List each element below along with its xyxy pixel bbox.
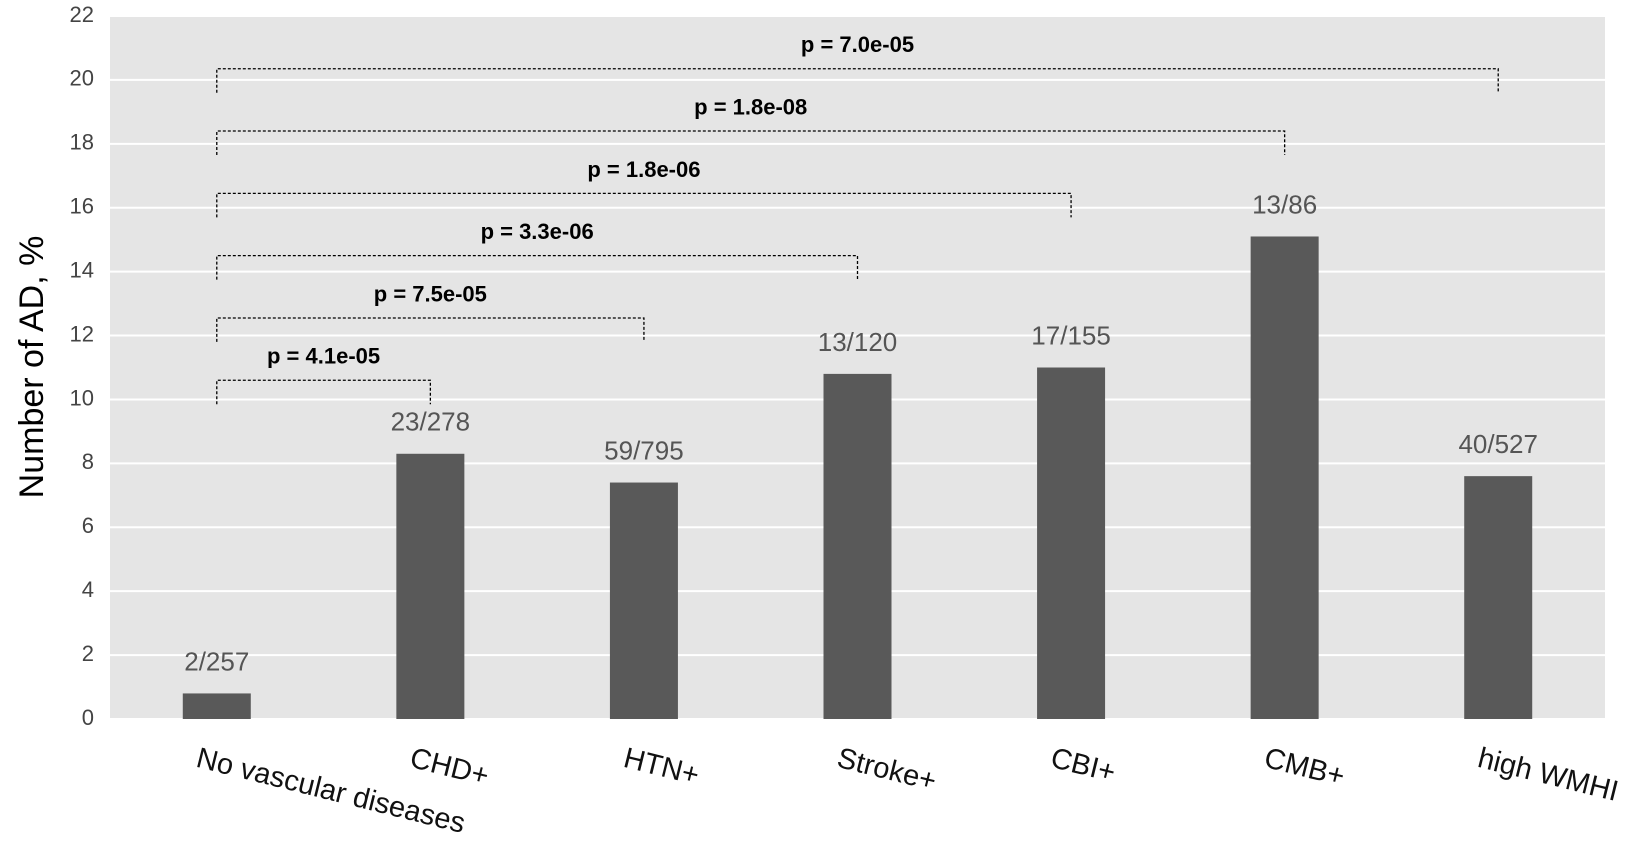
significance-bracket: [216, 317, 645, 342]
bar: [182, 693, 251, 719]
significance-label: p = 1.8e-06: [587, 157, 700, 182]
y-tick-label: 18: [70, 130, 94, 155]
x-tick-label: CMB+: [1261, 742, 1348, 793]
y-tick-label: 8: [82, 449, 94, 474]
x-tick-label: high WMHI: [1475, 742, 1622, 808]
y-axis-label: Number of AD, %: [13, 236, 51, 499]
bar-label: 13/120: [818, 327, 898, 357]
y-tick-label: 10: [70, 385, 94, 410]
bar-label: 13/86: [1252, 189, 1317, 219]
significance-bracket: [216, 192, 1072, 218]
x-tick-label: Stroke+: [834, 742, 939, 797]
y-tick-label: 0: [82, 705, 94, 730]
y-tick-label: 12: [70, 321, 94, 346]
y-tick-label: 16: [70, 194, 94, 219]
significance-label: p = 7.0e-05: [801, 32, 914, 57]
bar-label: 40/527: [1458, 429, 1538, 459]
bar: [1250, 236, 1319, 719]
significance-bracket: [216, 68, 1499, 93]
significance-bracket: [216, 255, 859, 280]
x-tick-label: HTN+: [620, 742, 702, 792]
bar: [1037, 367, 1106, 719]
bar-label: 59/795: [604, 435, 684, 465]
x-tick-label: CHD+: [407, 742, 492, 792]
y-tick-label: 20: [70, 66, 94, 91]
significance-label: p = 1.8e-08: [694, 94, 807, 119]
y-tick-label: 2: [82, 641, 94, 666]
significance-label: p = 3.3e-06: [481, 219, 594, 244]
y-tick-label: 6: [82, 513, 94, 538]
significance-bracket: [216, 130, 1286, 156]
bar: [823, 373, 892, 719]
y-tick-label: 4: [82, 577, 94, 602]
bar-label: 2/257: [184, 646, 249, 676]
bar: [1464, 476, 1533, 719]
x-tick-label: CBI+: [1048, 742, 1119, 789]
significance-bracket: [216, 379, 432, 405]
bar-label: 23/278: [391, 407, 471, 437]
bar: [396, 453, 465, 719]
significance-label: p = 4.1e-05: [267, 344, 380, 369]
bar: [609, 482, 678, 719]
significance-label: p = 7.5e-05: [374, 281, 487, 306]
bar-label: 17/155: [1031, 320, 1111, 350]
y-tick-label: 14: [70, 257, 94, 282]
y-tick-label: 22: [70, 2, 94, 27]
